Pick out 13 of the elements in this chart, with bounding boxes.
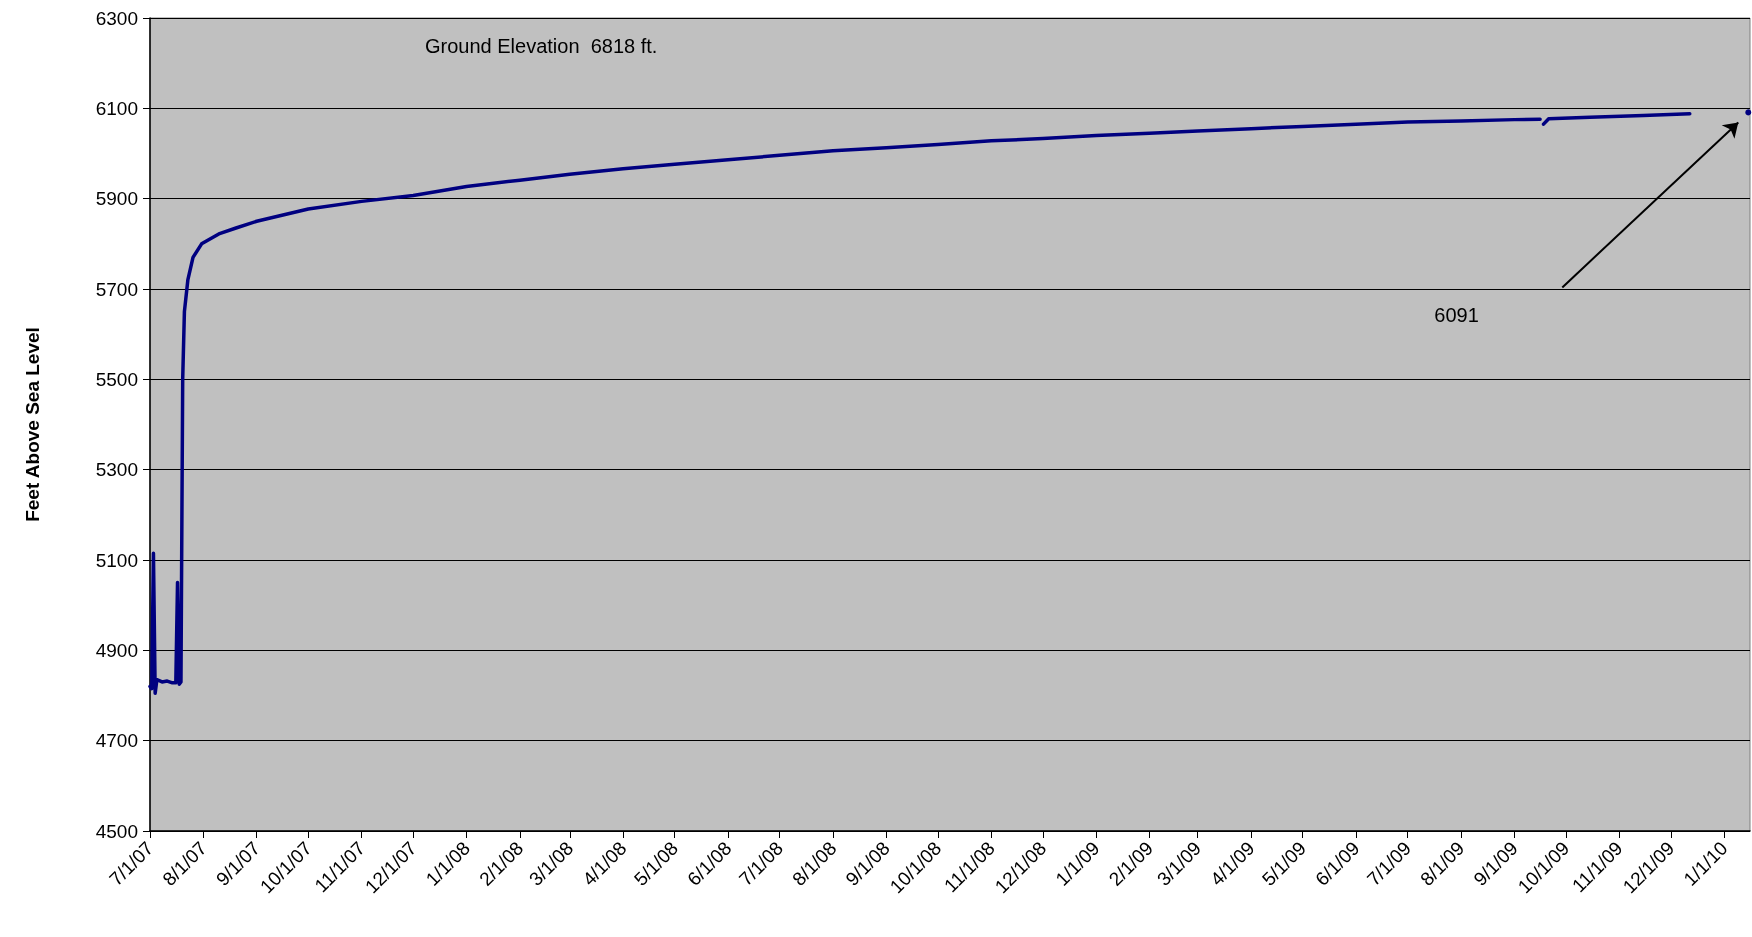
y-tick-label: 4900 [95, 639, 138, 661]
y-tick-label: 5100 [95, 549, 138, 571]
y-tick-label: 5300 [95, 459, 138, 481]
y-axis-title: Feet Above Sea Level [22, 327, 43, 522]
annotation: Ground Elevation 6818 ft. [425, 35, 658, 57]
y-tick-label: 4700 [95, 730, 138, 752]
y-tick-label: 5700 [95, 278, 138, 300]
y-tick-label: 4500 [95, 820, 138, 842]
annotation: 6091 [1434, 304, 1479, 327]
y-tick-label: 5500 [95, 368, 138, 390]
y-tick-label: 6100 [95, 97, 138, 119]
y-tick-label: 5900 [95, 188, 138, 210]
y-tick-label: 6300 [95, 7, 138, 29]
